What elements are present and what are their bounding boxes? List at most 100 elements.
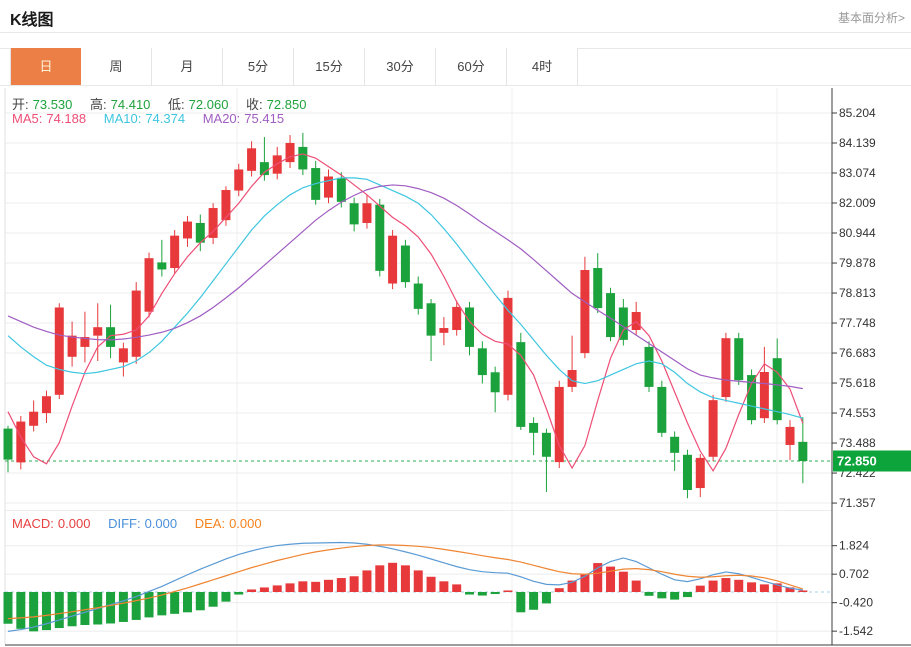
close-value: 72.850 bbox=[266, 97, 307, 112]
ma20-line bbox=[7, 184, 803, 390]
ma5-line bbox=[7, 153, 804, 473]
candle-body bbox=[734, 338, 744, 381]
candle-body bbox=[593, 268, 603, 309]
macd-bar bbox=[580, 574, 590, 592]
candle-body bbox=[772, 358, 782, 421]
macd-bar bbox=[182, 592, 192, 613]
macd-bar bbox=[80, 592, 90, 626]
candle-body bbox=[670, 436, 680, 453]
open-value: 73.530 bbox=[32, 97, 73, 112]
macd-bar bbox=[221, 592, 231, 602]
macd-bar bbox=[400, 565, 410, 592]
macd-bar bbox=[311, 581, 321, 592]
candle-body bbox=[362, 203, 372, 223]
candle-body bbox=[195, 222, 205, 243]
macd-bar bbox=[157, 592, 167, 616]
axis-label: 84.139 bbox=[839, 136, 876, 150]
macd-bar bbox=[362, 570, 372, 592]
candle-body bbox=[657, 386, 667, 433]
candle-body bbox=[29, 411, 39, 426]
candle-body bbox=[554, 386, 564, 463]
candle-body bbox=[93, 327, 103, 336]
macd-bar bbox=[529, 592, 539, 610]
macd-bar bbox=[516, 592, 526, 613]
macd-bar bbox=[465, 592, 475, 595]
macd-bar bbox=[631, 580, 641, 592]
candle-body bbox=[452, 306, 462, 331]
macd-bar bbox=[144, 592, 154, 618]
axis-label: 82.009 bbox=[839, 196, 876, 210]
candle-body bbox=[375, 204, 385, 271]
macd-bar bbox=[759, 584, 769, 592]
macd-bar bbox=[618, 571, 628, 592]
candle-body bbox=[144, 258, 154, 312]
ma5-value: 74.188 bbox=[46, 111, 87, 126]
macd-bar bbox=[170, 592, 180, 614]
macd-bar bbox=[490, 592, 500, 595]
macd-bar bbox=[41, 592, 51, 631]
macd-bar bbox=[695, 585, 705, 592]
tab-5min[interactable]: 5分 bbox=[223, 48, 294, 85]
tab-day[interactable]: 日 bbox=[10, 48, 81, 85]
candle-body bbox=[157, 262, 167, 270]
kline-chart[interactable]: 85.204 84.139 83.074 82.009 80.944 79.878 78.8… bbox=[0, 86, 911, 647]
macd-bar bbox=[452, 584, 462, 592]
header-divider bbox=[0, 32, 911, 33]
candle-body bbox=[759, 371, 769, 419]
macd-bar bbox=[259, 587, 269, 592]
tab-4hour[interactable]: 4时 bbox=[507, 48, 578, 85]
axis-label: 75.618 bbox=[839, 376, 876, 390]
diff-label: DIFF: bbox=[108, 516, 141, 531]
dea-line bbox=[7, 544, 804, 620]
axis-label: 80.944 bbox=[839, 226, 876, 240]
macd-bar bbox=[16, 592, 26, 629]
macd-bar bbox=[593, 563, 603, 592]
macd-bar bbox=[708, 580, 718, 592]
candle-body bbox=[606, 293, 616, 338]
low-label: 低: bbox=[168, 97, 185, 112]
macd-bar bbox=[721, 578, 731, 592]
candle-body bbox=[41, 396, 51, 414]
ma10-line bbox=[7, 177, 804, 419]
macd-bar bbox=[413, 570, 423, 592]
macd-bar bbox=[644, 592, 654, 596]
candle-body bbox=[349, 203, 359, 225]
macd-bar bbox=[747, 582, 757, 592]
diff-value: 0.000 bbox=[144, 516, 178, 531]
macd-bar bbox=[29, 592, 39, 632]
candle-body bbox=[798, 441, 808, 461]
candle-body bbox=[618, 307, 628, 340]
tab-15min[interactable]: 15分 bbox=[294, 48, 365, 85]
macd-bar bbox=[54, 592, 64, 629]
macd-bar bbox=[234, 592, 244, 595]
dea-value: 0.000 bbox=[229, 516, 262, 531]
axis-label: 71.357 bbox=[839, 496, 876, 510]
current-price-badge bbox=[833, 450, 911, 472]
macd-bar bbox=[375, 565, 385, 592]
macd-bar bbox=[131, 592, 141, 620]
current-price-badge-text: 72.850 bbox=[837, 453, 877, 468]
candle-body bbox=[465, 307, 475, 347]
ma10-label: MA10: bbox=[103, 111, 142, 126]
axis-label: -0.420 bbox=[839, 596, 873, 610]
tab-month[interactable]: 月 bbox=[152, 48, 223, 85]
candle-body bbox=[234, 169, 244, 191]
candle-body bbox=[131, 290, 141, 357]
candle-body bbox=[324, 176, 333, 198]
axis-label: 77.748 bbox=[839, 316, 876, 330]
axis-label: 76.683 bbox=[839, 346, 876, 360]
macd-bar bbox=[336, 578, 346, 592]
candle-body bbox=[182, 221, 192, 239]
tab-60min[interactable]: 60分 bbox=[436, 48, 507, 85]
tab-30min[interactable]: 30分 bbox=[365, 48, 436, 85]
candle-body bbox=[529, 422, 539, 433]
fundamental-analysis-link[interactable]: 基本面分析> bbox=[837, 11, 905, 25]
candle-body bbox=[298, 146, 308, 170]
candle-body bbox=[285, 142, 295, 163]
candle-body bbox=[221, 190, 231, 221]
ma20-label: MA20: bbox=[202, 111, 241, 126]
tab-week[interactable]: 周 bbox=[81, 48, 152, 85]
axis-label: 1.824 bbox=[839, 539, 869, 553]
macd-bar bbox=[606, 566, 616, 592]
